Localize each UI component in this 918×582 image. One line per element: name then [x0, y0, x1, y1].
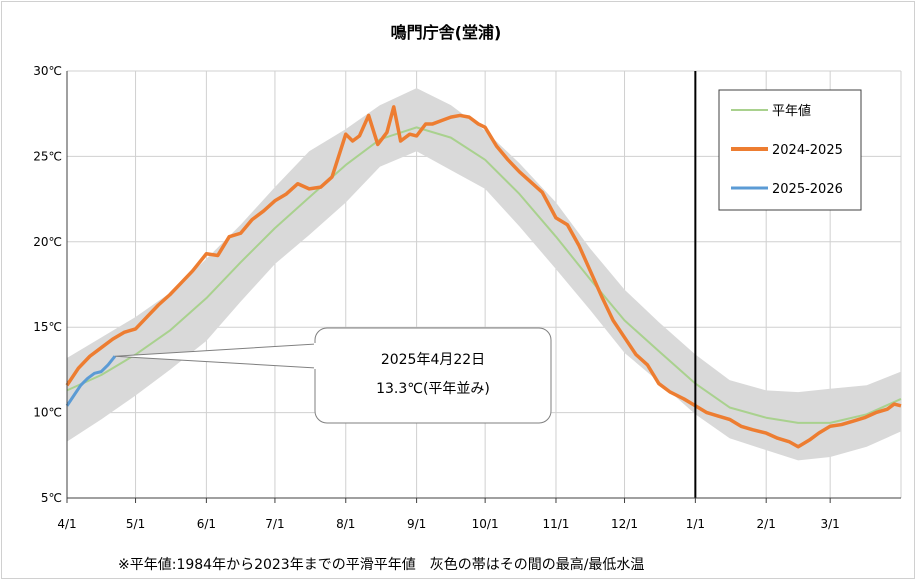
x-tick-label: 5/1	[126, 517, 145, 531]
x-tick-label: 6/1	[197, 517, 216, 531]
x-tick-label: 10/1	[472, 517, 499, 531]
x-tick-label: 1/1	[686, 517, 705, 531]
range-band	[67, 88, 901, 461]
y-tick-labels: 5℃ 10℃ 15℃ 20℃ 25℃ 30℃	[33, 64, 62, 505]
x-tick-label: 9/1	[407, 517, 426, 531]
x-tick-label: 4/1	[57, 517, 76, 531]
y-tick-label: 20℃	[33, 235, 62, 249]
series-line-y2025	[65, 355, 117, 407]
x-tick-label: 11/1	[542, 517, 569, 531]
axis-layer	[66, 71, 901, 503]
callout-box	[314, 327, 552, 424]
chart-title: 鳴門庁舎(堂浦)	[391, 23, 502, 42]
x-tick-label: 8/1	[336, 517, 355, 531]
x-tick-label: 2/1	[757, 517, 776, 531]
series-line-y2024	[65, 105, 902, 449]
y-tick-label: 25℃	[33, 149, 62, 163]
legend: 平年値 2024-2025 2025-2026	[718, 89, 862, 211]
x-tick-label: 12/1	[611, 517, 638, 531]
band-layer	[67, 88, 901, 461]
y-tick-label: 5℃	[41, 491, 62, 505]
callout: 2025年4月22日 13.3℃(平年並み)	[114, 327, 552, 424]
legend-label-2024-2025: 2024-2025	[772, 143, 843, 158]
callout-joint	[314, 343, 317, 369]
callout-date: 2025年4月22日	[381, 352, 485, 368]
series-line-normal	[66, 126, 902, 424]
y-tick-label: 15℃	[33, 320, 62, 334]
x-tick-label: 3/1	[821, 517, 840, 531]
callout-value: 13.3℃(平年並み)	[376, 381, 490, 397]
legend-label-normal: 平年値	[772, 103, 811, 119]
x-tick-label: 7/1	[265, 517, 284, 531]
x-tick-labels: 4/1 5/1 6/1 7/1 8/1 9/1 10/1 11/1 12/1 1/1 2/1 3/1	[57, 517, 839, 531]
series-layer	[65, 105, 902, 449]
y-tick-label: 10℃	[33, 406, 62, 420]
footnote: ※平年値:1984年から2023年までの平滑平年値 灰色の帯はその間の最高/最低…	[118, 556, 644, 573]
legend-label-2025-2026: 2025-2026	[772, 182, 843, 197]
y-tick-label: 30℃	[33, 64, 62, 78]
